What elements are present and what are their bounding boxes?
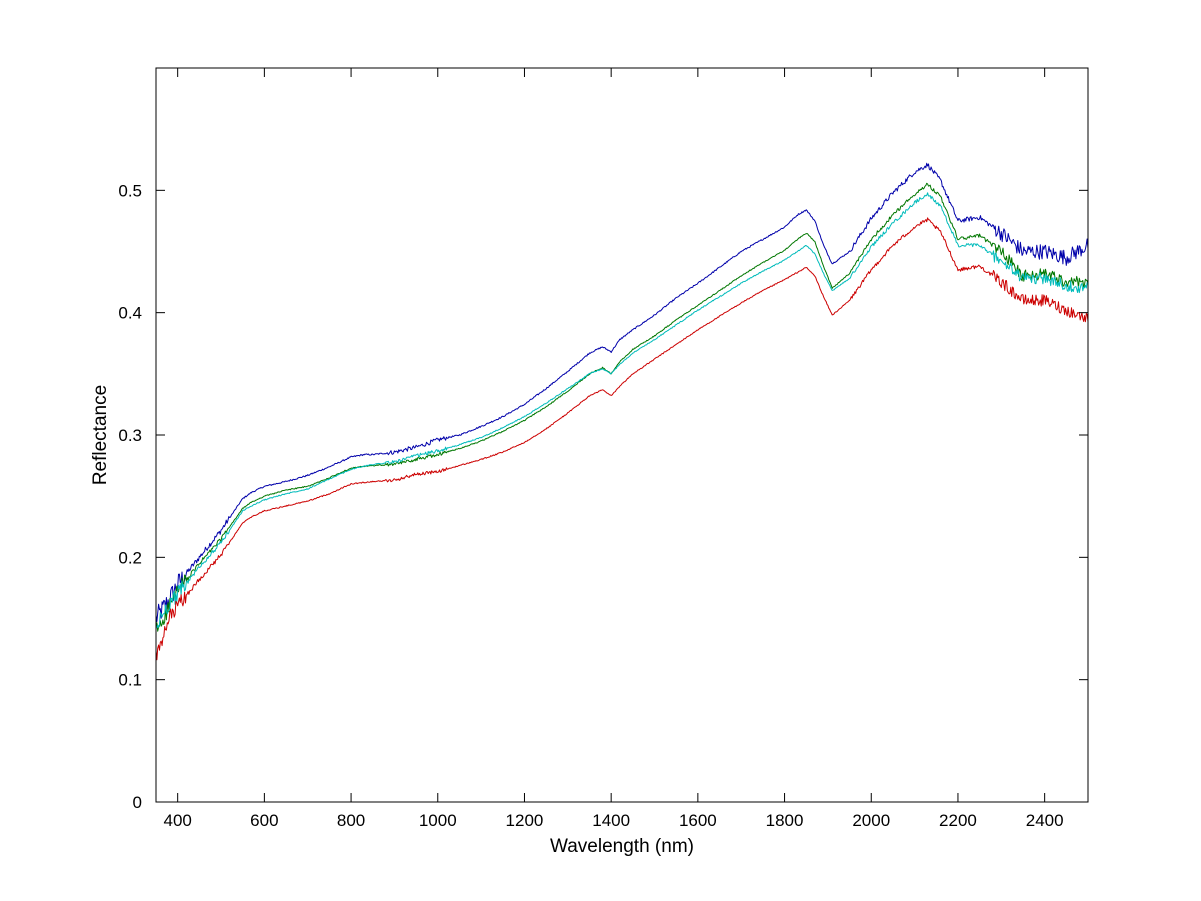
- y-tick-label: 0.5: [118, 181, 142, 200]
- x-axis-label: Wavelength (nm): [550, 836, 694, 857]
- x-tick-label: 1400: [592, 811, 630, 830]
- tick-layer: 400 600 800 1000 1200 1400 1600 1800 2000 2200 240…: [118, 68, 1088, 830]
- series-line-2: [155, 182, 1089, 632]
- x-tick-label: 1800: [766, 811, 804, 830]
- y-tick-label: 0: [133, 793, 142, 812]
- plot-area: [156, 68, 1088, 802]
- x-tick-label: 2000: [852, 811, 890, 830]
- x-tick-label: 1000: [419, 811, 457, 830]
- series-line-3: [155, 192, 1089, 629]
- series-line-4: [155, 217, 1089, 661]
- y-tick-label: 0.3: [118, 426, 142, 445]
- x-tick-label: 2200: [939, 811, 977, 830]
- y-tick-label: 0.4: [118, 304, 142, 323]
- x-tick-label: 2400: [1026, 811, 1064, 830]
- x-tick-label: 800: [337, 811, 365, 830]
- series-layer: [155, 162, 1089, 661]
- x-tick-label: 400: [163, 811, 191, 830]
- x-tick-label: 600: [250, 811, 278, 830]
- x-tick-label: 1200: [506, 811, 544, 830]
- series-line-1: [155, 162, 1089, 622]
- y-tick-label: 0.2: [118, 548, 142, 567]
- y-axis-label: Reflectance: [90, 385, 111, 485]
- y-tick-label: 0.1: [118, 671, 142, 690]
- x-tick-label: 1600: [679, 811, 717, 830]
